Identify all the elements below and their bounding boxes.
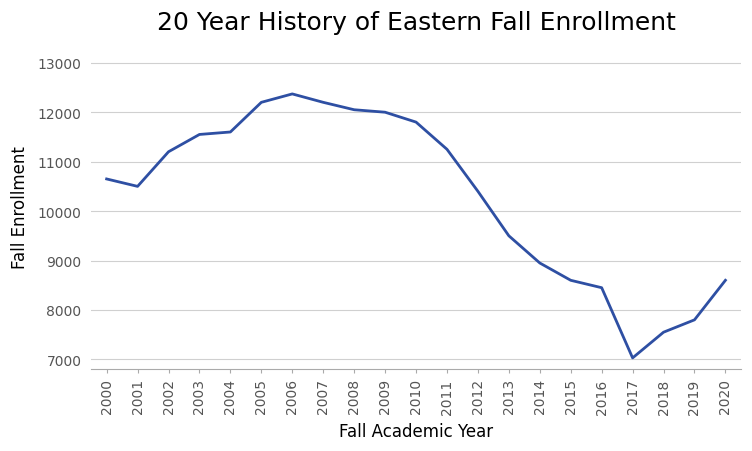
Y-axis label: Fall Enrollment: Fall Enrollment (11, 145, 29, 268)
Title: 20 Year History of Eastern Fall Enrollment: 20 Year History of Eastern Fall Enrollme… (156, 11, 675, 35)
X-axis label: Fall Academic Year: Fall Academic Year (339, 422, 493, 440)
